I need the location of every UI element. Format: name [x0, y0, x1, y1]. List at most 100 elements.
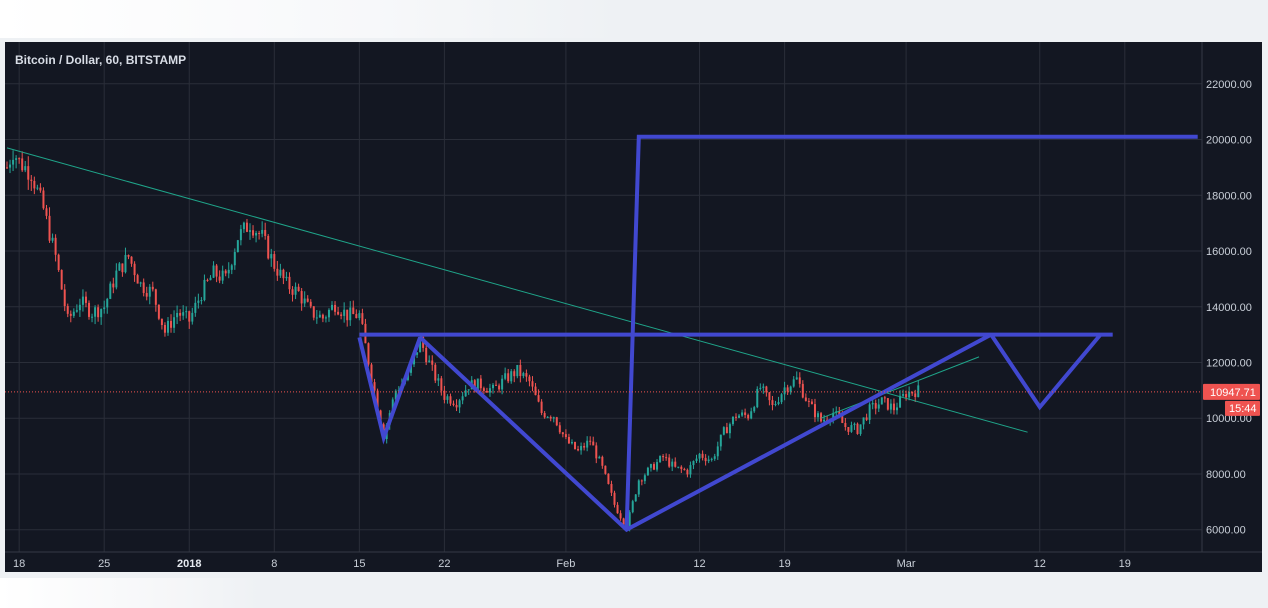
- candle-body: [622, 518, 625, 525]
- candle-body: [309, 301, 312, 307]
- candle-body: [306, 298, 309, 302]
- candle-body: [133, 263, 136, 276]
- candle-body: [24, 166, 27, 171]
- candle-body: [510, 371, 513, 382]
- time-tick-label: 2018: [177, 558, 201, 570]
- candle-body: [756, 388, 759, 408]
- candle-body: [856, 423, 859, 434]
- candle-body: [446, 396, 449, 400]
- time-tick-label: Mar: [897, 558, 916, 570]
- price-scale[interactable]: 6000.00 8000.00 10000.00 12000.00 14000.00 16…: [1206, 79, 1252, 537]
- redacted-header: [0, 0, 620, 38]
- candle-body: [713, 456, 716, 459]
- candle-body: [859, 424, 862, 434]
- time-tick-label: 18: [13, 558, 25, 570]
- candle-body: [561, 432, 564, 435]
- candle-body: [631, 501, 634, 513]
- candle-body: [680, 466, 683, 470]
- candle-body: [391, 399, 394, 414]
- candle-body: [704, 457, 707, 462]
- candle-body: [795, 377, 798, 380]
- candle-body: [695, 458, 698, 462]
- candle-body: [130, 256, 133, 264]
- candle-body: [88, 302, 91, 317]
- candle-body: [750, 411, 753, 419]
- candle-body: [255, 233, 258, 236]
- candle-body: [871, 403, 874, 405]
- price-chart[interactable]: 6000.00 8000.00 10000.00 12000.00 14000.00 16…: [5, 42, 1262, 572]
- time-tick-label: 12: [1034, 558, 1046, 570]
- candle-body: [163, 325, 166, 333]
- candle-body: [646, 467, 649, 476]
- candle-body: [874, 403, 877, 409]
- candle-body: [461, 396, 464, 401]
- time-scale[interactable]: 18 25 2018 8 15 22 Feb 12 19 Mar 12 19: [13, 558, 1131, 570]
- candle-body: [744, 412, 747, 415]
- candle-body: [504, 373, 507, 379]
- candle-body: [498, 385, 501, 390]
- candle-body: [567, 437, 570, 444]
- candle-body: [97, 307, 100, 318]
- candle-body: [516, 364, 519, 377]
- candle-body: [227, 269, 230, 274]
- left-shoulder: [357, 336, 422, 445]
- drawing-layer: [6, 134, 1198, 533]
- candle-body: [847, 427, 850, 432]
- candle-body: [807, 400, 810, 402]
- last-price-badge: 10947.71: [1203, 383, 1260, 400]
- candle-body: [674, 461, 677, 467]
- candle-body: [716, 446, 719, 457]
- candle-body: [100, 309, 103, 318]
- candle-body: [889, 403, 892, 410]
- candle-body: [285, 276, 288, 279]
- candle-body: [249, 230, 251, 232]
- candle-body: [279, 269, 282, 276]
- candle-body: [409, 364, 412, 373]
- price-tick-label: 16000.00: [1206, 246, 1252, 258]
- candle-body: [598, 456, 601, 459]
- candle-body: [252, 230, 255, 236]
- candle-body: [160, 318, 163, 326]
- candle-body: [267, 235, 270, 259]
- time-tick-label: 12: [693, 558, 705, 570]
- candle-body: [337, 311, 340, 315]
- last-price-label: 10947.71: [1210, 387, 1256, 399]
- candle-body: [179, 312, 182, 316]
- candle-body: [908, 391, 911, 398]
- countdown-badge: 15:44: [1225, 400, 1260, 416]
- candle-body: [449, 396, 452, 404]
- candle-body: [115, 270, 118, 288]
- price-tick-label: 6000.00: [1206, 525, 1246, 537]
- candle-body: [613, 492, 616, 505]
- candle-body: [844, 423, 847, 428]
- candle-body: [710, 458, 713, 460]
- candle-body: [6, 167, 8, 169]
- candle-body: [434, 364, 437, 381]
- candle-body: [476, 378, 479, 391]
- candle-body: [54, 237, 57, 255]
- candle-body: [349, 307, 352, 321]
- candle-body: [583, 446, 586, 448]
- candle-body: [21, 158, 24, 171]
- candle-body: [774, 403, 777, 405]
- candle-body: [552, 417, 555, 419]
- candle-body: [467, 389, 470, 391]
- candle-body: [157, 304, 160, 319]
- candle-body: [42, 190, 45, 209]
- candle-body: [455, 404, 458, 408]
- candle-body: [312, 306, 315, 318]
- price-scale-panel[interactable]: [1202, 42, 1262, 552]
- candle-body: [741, 412, 744, 416]
- candle-body: [327, 309, 330, 318]
- candle-body: [300, 291, 303, 304]
- candle-body: [276, 268, 279, 276]
- price-tick-label: 22000.00: [1206, 79, 1252, 91]
- candle-body: [291, 289, 294, 295]
- candle-body: [221, 270, 224, 281]
- candle-body: [437, 378, 440, 381]
- candle-body: [728, 424, 731, 434]
- candle-body: [656, 462, 659, 470]
- candle-body: [892, 403, 895, 411]
- candle-body: [649, 464, 652, 468]
- candle-body: [458, 400, 461, 408]
